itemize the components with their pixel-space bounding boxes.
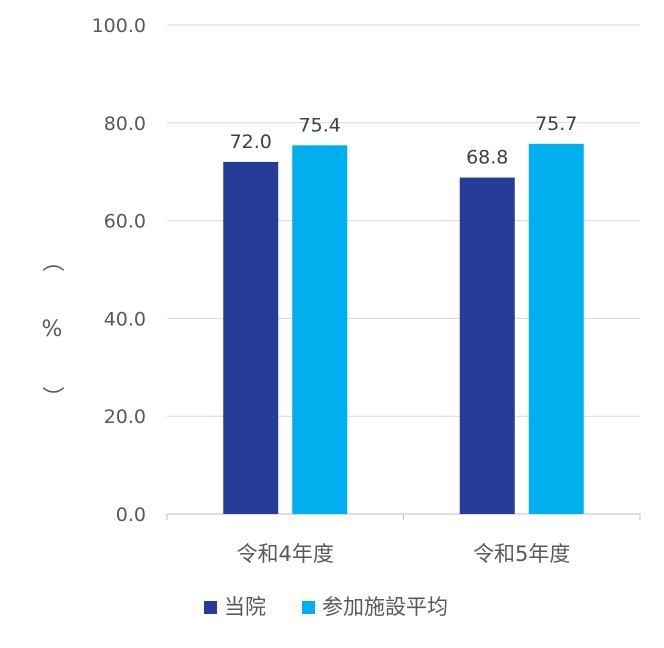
legend-swatch [302, 601, 315, 614]
y-axis-label-part: ） [39, 386, 64, 408]
y-axis-label-part: % [42, 317, 63, 342]
bar [223, 161, 279, 515]
data-label: 75.7 [535, 113, 577, 135]
legend-entry: 参加施設平均 [322, 595, 448, 619]
legend: 当院 参加施設平均 [204, 595, 448, 619]
data-label: 75.4 [299, 114, 341, 136]
category-label: 令和5年度 [473, 542, 570, 566]
y-tick-label: 40.0 [104, 308, 146, 330]
data-labels: 72.0 75.4 68.8 75.7 [230, 113, 578, 169]
bar [459, 177, 515, 514]
y-tick-label: 0.0 [116, 504, 146, 526]
y-axis-tick-labels: 0.0 20.0 40.0 60.0 80.0 100.0 [92, 15, 146, 526]
category-label: 令和4年度 [237, 542, 334, 566]
y-tick-label: 80.0 [104, 113, 146, 135]
legend-entry: 当院 [224, 595, 266, 619]
legend-swatch [204, 601, 217, 614]
y-axis-label-part: （ [39, 250, 64, 272]
y-tick-label: 100.0 [92, 15, 146, 37]
x-axis-category-labels: 令和4年度 令和5年度 [237, 542, 571, 566]
bar [292, 145, 348, 514]
bars [223, 143, 584, 515]
y-tick-label: 20.0 [104, 406, 146, 428]
data-label: 68.8 [466, 147, 508, 169]
data-label: 72.0 [230, 131, 272, 153]
y-tick-label: 60.0 [104, 211, 146, 233]
y-axis-label: （% ） [39, 250, 64, 408]
bar [528, 143, 584, 514]
